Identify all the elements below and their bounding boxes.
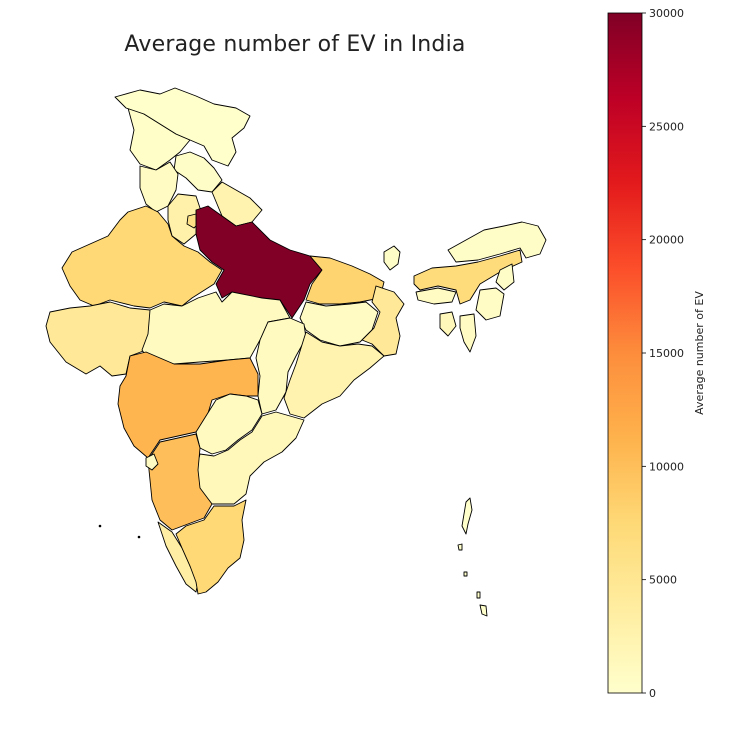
colorbar-tick-label: 5000	[649, 574, 677, 587]
colorbar-tick-label: 20000	[649, 234, 684, 247]
region-arunachal-pradesh	[447, 221, 547, 263]
region-nagaland	[495, 263, 515, 291]
island-dot	[137, 535, 141, 539]
region-himachal-pradesh	[173, 151, 223, 193]
region-rajasthan	[61, 205, 223, 309]
colorbar-gradient	[607, 12, 643, 694]
region-punjab	[139, 161, 179, 213]
region-assam	[413, 249, 523, 305]
region-goa	[145, 453, 159, 471]
map-title: Average number of EV in India	[124, 32, 466, 57]
region-uttar-pradesh	[195, 205, 323, 319]
region-bihar	[305, 255, 385, 305]
india-map	[45, 87, 547, 617]
region-andaman-nicobar	[457, 497, 488, 617]
region-maharashtra	[117, 351, 259, 459]
region-manipur	[475, 287, 505, 321]
island-dot	[98, 524, 102, 528]
region-ladakh	[114, 87, 251, 167]
colorbar-tick-label: 15000	[649, 347, 684, 360]
region-tamil-nadu	[175, 499, 247, 595]
colorbar-tick-label: 0	[649, 687, 656, 700]
colorbar-label: Average number of EV	[693, 291, 706, 415]
region-tripura	[439, 311, 457, 337]
region-karnataka	[147, 433, 213, 531]
region-andhra-pradesh	[195, 411, 305, 505]
region-mizoram	[459, 313, 477, 353]
region-sikkim	[383, 245, 401, 271]
colorbar-tick-label: 10000	[649, 460, 684, 473]
colorbar-tick-label: 30000	[649, 7, 684, 20]
region-meghalaya	[415, 287, 457, 305]
region-odisha	[283, 331, 385, 419]
colorbar-tick-label: 25000	[649, 120, 684, 133]
region-chhattisgarh	[255, 317, 307, 415]
region-gujarat	[45, 301, 161, 377]
